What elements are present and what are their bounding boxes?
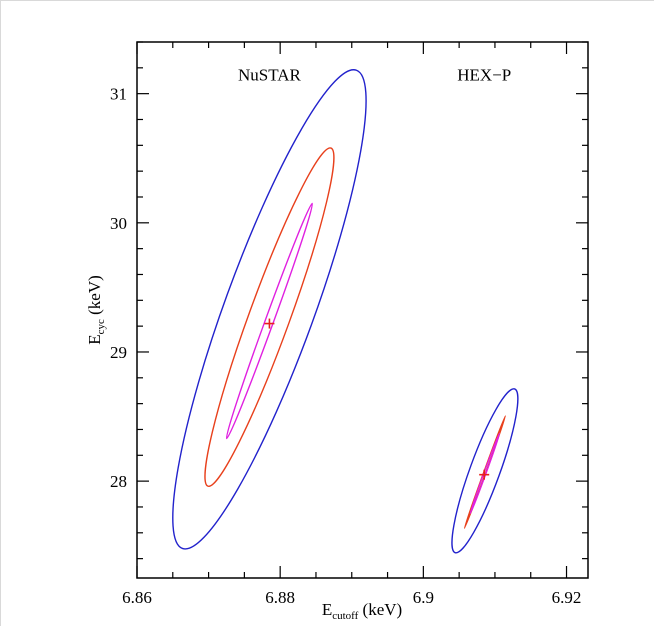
y-axis-title-unit: (keV): [85, 275, 104, 319]
contour-series1-level2: [204, 147, 335, 487]
annotation-label: HEX−P: [457, 65, 511, 84]
x-axis-title: Ecutoff (keV): [322, 600, 402, 622]
x-axis-title-sub: cutoff: [332, 610, 358, 622]
page-border-left: [0, 0, 1, 626]
page-border-top: [0, 0, 654, 1]
best-fit-marker-1: [264, 318, 275, 329]
annotation-label: NuSTAR: [238, 65, 302, 84]
contour-series1-level1: [172, 69, 367, 550]
axis-ticks: [136, 41, 588, 578]
y-tick-label: 30: [110, 214, 127, 233]
contour-series1-level3: [225, 202, 314, 440]
y-tick-label: 29: [110, 343, 127, 362]
plot-frame: [136, 41, 589, 579]
x-tick-label: 6.86: [122, 588, 152, 607]
y-tick-label: 28: [110, 472, 127, 491]
annotations: NuSTAR HEX−P: [238, 65, 511, 84]
x-axis-title-main: E: [322, 600, 332, 619]
contour-series2-level1: [451, 388, 519, 554]
x-tick-label: 6.92: [552, 588, 582, 607]
y-axis-title: Ecyc (keV): [85, 275, 107, 345]
y-tick-label: 31: [110, 85, 127, 104]
best-fit-markers: [264, 318, 490, 480]
best-fit-marker-2: [479, 469, 490, 480]
contour-layer: [172, 69, 519, 554]
y-axis-title-sub: cyc: [95, 319, 107, 334]
x-tick-label: 6.88: [265, 588, 295, 607]
tick-labels: 6.86 6.88 6.9 6.92 28 29 30 31: [110, 85, 581, 607]
x-tick-label: 6.9: [413, 588, 434, 607]
x-axis-title-unit: (keV): [358, 600, 402, 619]
y-axis-title-main: E: [85, 334, 104, 344]
